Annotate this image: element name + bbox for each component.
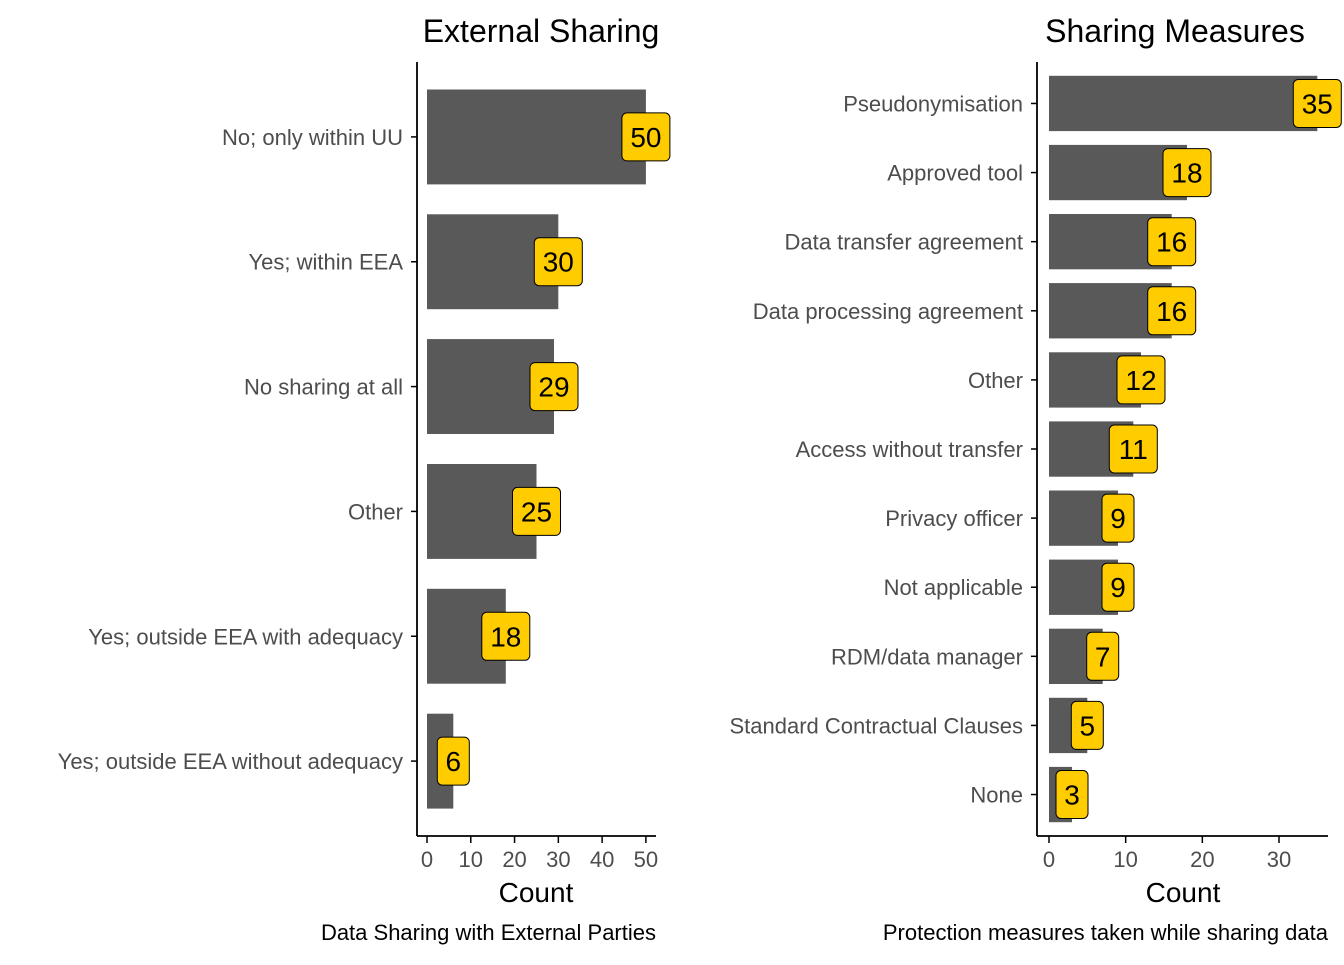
panel1-x-axis-label: Count bbox=[499, 877, 574, 908]
panel2-data-label-box bbox=[1292, 79, 1342, 128]
panel1-data-label: 18 bbox=[490, 621, 521, 652]
panel1-caption: Data Sharing with External Parties bbox=[321, 920, 656, 945]
panel2-data-label-box bbox=[1101, 493, 1135, 543]
panel2-x-tick-label: 10 bbox=[1113, 847, 1137, 872]
panel2-data-label: 18 bbox=[1171, 158, 1202, 189]
panel2-data-label: 7 bbox=[1095, 641, 1111, 672]
panel2-data-label-box bbox=[1086, 631, 1120, 681]
panel1-x-tick-label: 50 bbox=[634, 847, 658, 872]
panel2-category-label: Approved tool bbox=[887, 161, 1023, 186]
panel1-category-label: No sharing at all bbox=[244, 375, 403, 400]
panel2-category-label: Standard Contractual Clauses bbox=[730, 713, 1024, 738]
panel2-category-label: Other bbox=[968, 368, 1023, 393]
panel1-title: External Sharing bbox=[423, 13, 660, 49]
panel1-data-label-box bbox=[533, 237, 583, 287]
panel1-x-tick-label: 10 bbox=[459, 847, 483, 872]
panel1-x-tick-label: 30 bbox=[546, 847, 570, 872]
panel1-category-label: Yes; within EEA bbox=[249, 250, 404, 275]
panel2-category-label: Data transfer agreement bbox=[785, 230, 1023, 255]
panel2-category-label: Not applicable bbox=[884, 575, 1023, 600]
panel2-data-label: 3 bbox=[1064, 780, 1080, 811]
panel2-data-label-box bbox=[1101, 562, 1135, 612]
panel1-category-label: Yes; outside EEA without adequacy bbox=[58, 749, 403, 774]
panel2-data-label: 5 bbox=[1080, 710, 1096, 741]
panel2-data-label: 35 bbox=[1302, 88, 1333, 119]
panel1-x-tick-label: 20 bbox=[502, 847, 526, 872]
panel2-category-label: Access without transfer bbox=[796, 437, 1023, 462]
panel2-category-label: Privacy officer bbox=[885, 506, 1023, 531]
panel1-data-label-box bbox=[621, 112, 671, 162]
panel1-category-label: No; only within UU bbox=[222, 125, 403, 150]
panel2-x-tick-label: 30 bbox=[1267, 847, 1291, 872]
panel1-bar bbox=[427, 89, 646, 185]
panel1-data-label-box bbox=[481, 611, 531, 661]
panel2-data-label-box bbox=[1070, 700, 1104, 750]
panel1-x-tick-label: 0 bbox=[421, 847, 433, 872]
panel2-title: Sharing Measures bbox=[1045, 13, 1305, 49]
panel2-x-axis-label: Count bbox=[1146, 877, 1221, 908]
panel2-x-tick-label: 0 bbox=[1043, 847, 1055, 872]
panel2-data-label-box bbox=[1055, 770, 1089, 819]
panel1-data-label: 30 bbox=[543, 247, 574, 278]
panel1-data-label-box bbox=[436, 736, 470, 786]
panel2-data-label: 16 bbox=[1156, 296, 1187, 327]
panel2-category-label: Data processing agreement bbox=[753, 299, 1023, 324]
panel1-category-label: Yes; outside EEA with adequacy bbox=[88, 624, 403, 649]
panel1-data-label: 6 bbox=[446, 746, 462, 777]
panel2-data-label-box bbox=[1108, 424, 1158, 474]
panel2-data-label: 9 bbox=[1110, 572, 1126, 603]
panel2-data-label: 12 bbox=[1125, 365, 1156, 396]
panel1-data-label: 29 bbox=[538, 372, 569, 403]
panel2-data-label: 9 bbox=[1110, 503, 1126, 534]
panel2-data-label-box bbox=[1116, 355, 1166, 405]
panel1-x-tick-label: 40 bbox=[590, 847, 614, 872]
panel1-data-label: 25 bbox=[521, 496, 552, 527]
panel2-data-label-box bbox=[1147, 217, 1197, 267]
panel1-data-label: 50 bbox=[630, 122, 661, 153]
panel2-category-label: RDM/data manager bbox=[831, 644, 1023, 669]
panel2-data-label-box bbox=[1147, 286, 1197, 336]
panel2-category-label: Pseudonymisation bbox=[843, 91, 1023, 116]
panel2-data-label: 11 bbox=[1119, 434, 1148, 465]
panel2-data-label: 16 bbox=[1156, 227, 1187, 258]
panel2-bar bbox=[1049, 75, 1318, 132]
panel2-category-label: None bbox=[970, 783, 1023, 808]
panel2-data-label-box bbox=[1162, 148, 1212, 198]
panel1-data-label-box bbox=[529, 362, 579, 412]
panel1-data-label-box bbox=[512, 486, 561, 536]
panel2-caption: Protection measures taken while sharing … bbox=[883, 920, 1329, 945]
panel1-category-label: Other bbox=[348, 499, 403, 524]
panel2-x-tick-label: 20 bbox=[1190, 847, 1214, 872]
